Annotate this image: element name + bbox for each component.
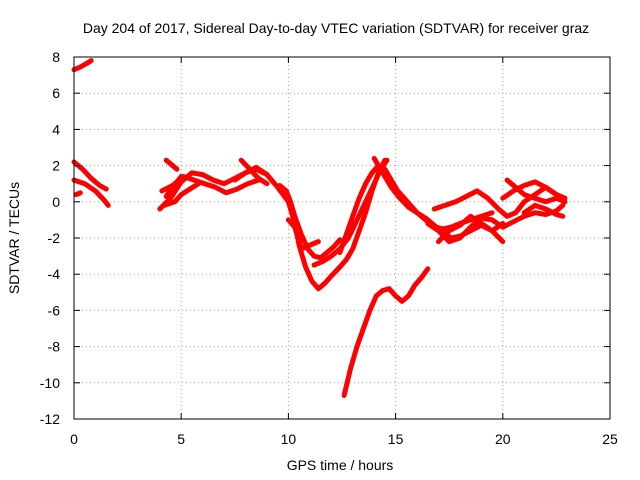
- y-tick-label: -6: [48, 302, 61, 318]
- series-track-13: [285, 217, 321, 252]
- chart-title: Day 204 of 2017, Sidereal Day-to-day VTE…: [83, 20, 589, 36]
- series-track-18: [425, 202, 566, 245]
- series-track-04: [73, 190, 83, 198]
- series-track-23: [521, 202, 566, 219]
- y-tick-label: 6: [52, 85, 60, 101]
- series-track-16: [341, 266, 431, 398]
- series-track-08: [163, 174, 184, 199]
- series-track-10: [238, 157, 270, 187]
- series-track-09: [163, 157, 180, 172]
- y-tick-label: 8: [52, 49, 60, 65]
- y-tick-label: -2: [48, 230, 61, 246]
- ticks-layer: 0 5 10 15 20 25 -12 -10 -8 -6 -4 -2 0 2 4 6 8: [40, 49, 618, 447]
- series-track-20: [436, 213, 506, 245]
- series-track-03: [71, 177, 111, 208]
- x-tick-label: 5: [177, 431, 185, 447]
- series-track-01: [71, 58, 94, 73]
- series-track-12: [277, 183, 343, 261]
- grid-layer: [74, 57, 610, 419]
- y-tick-label: -8: [48, 339, 61, 355]
- x-tick-label: 0: [70, 431, 78, 447]
- series-track-02: [71, 159, 109, 192]
- y-tick-label: -10: [40, 375, 60, 391]
- y-tick-label: 0: [52, 194, 60, 210]
- series-track-07: [161, 181, 201, 208]
- x-tick-label: 10: [281, 431, 297, 447]
- y-tick-label: 2: [52, 158, 60, 174]
- x-tick-label: 20: [495, 431, 511, 447]
- series-track-11: [232, 157, 388, 292]
- y-tick-label: -4: [48, 266, 61, 282]
- y-tick-label: 4: [52, 121, 60, 137]
- series-layer: [71, 58, 568, 398]
- x-axis-label: GPS time / hours: [287, 457, 394, 473]
- series-track-22: [500, 179, 568, 201]
- y-axis-label: SDTVAR / TECUs: [6, 182, 22, 294]
- x-tick-label: 15: [388, 431, 404, 447]
- x-tick-label: 25: [602, 431, 618, 447]
- y-tick-label: -12: [40, 411, 60, 427]
- series-track-19: [431, 184, 559, 219]
- series-track-14: [311, 157, 390, 268]
